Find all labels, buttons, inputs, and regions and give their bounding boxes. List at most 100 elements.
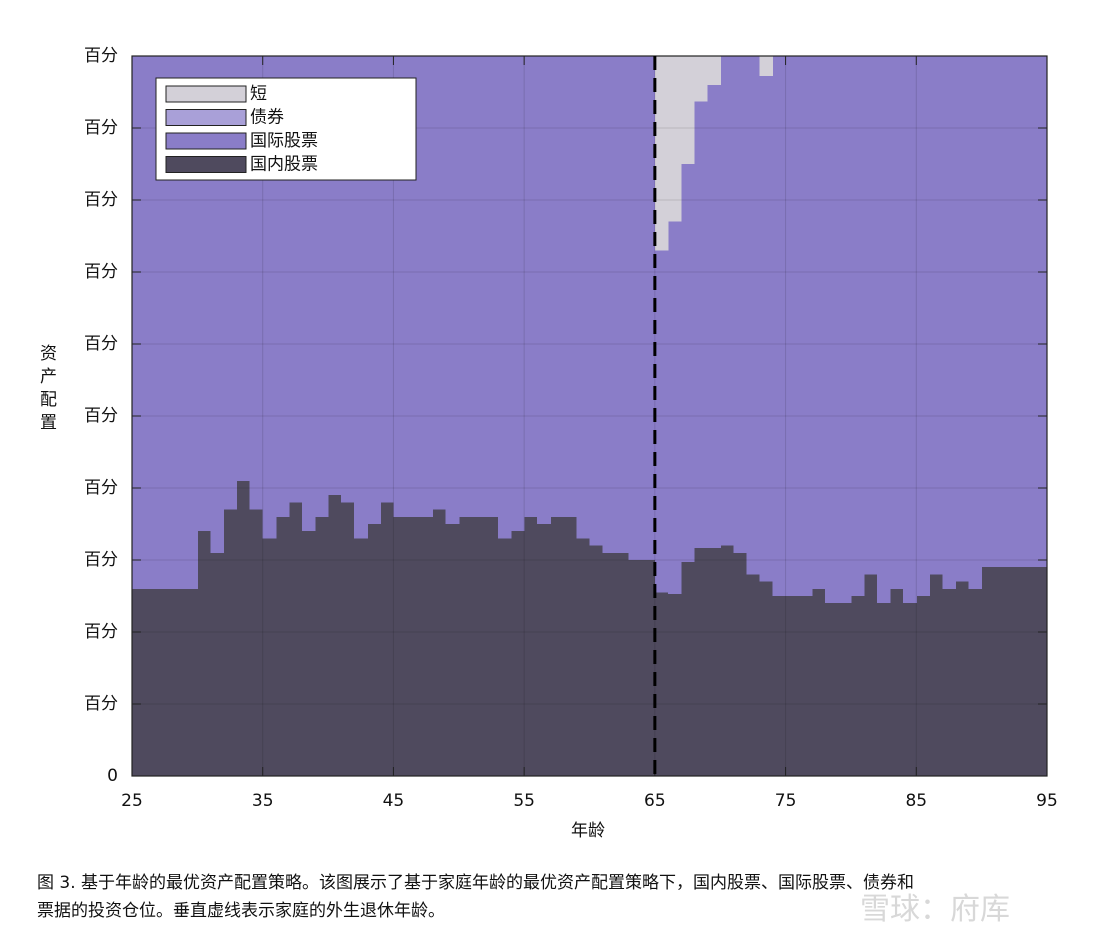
legend-label: 国际股票 [250,131,318,151]
area-step [171,588,185,776]
area-step [315,516,329,776]
area-step [694,101,708,548]
area-step [158,56,172,589]
area-step [550,56,564,517]
area-step [1020,567,1035,776]
area-step [197,531,212,776]
area-step [354,538,368,776]
area-step [589,56,604,546]
area-step [681,164,695,563]
y-tick-label: 百分 [84,478,118,498]
area-step [484,56,499,517]
area-step [393,516,408,776]
area-step [798,596,813,776]
area-step [301,531,316,776]
area-step [145,56,159,589]
y-tick-label: 百分 [84,406,118,426]
legend-swatch [165,109,247,126]
area-step [981,56,996,568]
area-step [707,84,721,548]
area-step [929,56,944,575]
legend-swatch [165,132,247,150]
area-step [432,56,447,510]
area-step [824,603,839,776]
area-step [850,596,865,776]
area-step [903,603,917,776]
area-step [641,560,656,776]
area-step [681,56,695,164]
area-step [759,581,774,776]
area-step [654,56,669,251]
area-step [968,588,983,776]
area-step [785,56,800,596]
y-tick-label: 百分 [84,190,118,210]
area-step [903,56,917,604]
area-step [419,516,434,776]
area-step [994,56,1009,568]
area-step [262,538,277,776]
area-step [171,56,185,589]
area-step [772,596,787,776]
area-step [877,56,891,604]
area-step [458,516,473,776]
area-step [641,56,656,560]
area-step [328,495,342,776]
y-tick-label: 百分 [84,622,118,642]
y-tick-label: 0 [107,766,118,786]
area-step [1033,56,1048,568]
area-step [955,56,970,582]
area-step [707,56,721,85]
area-step [145,588,159,776]
legend-swatch [165,85,247,103]
area-step [772,56,787,596]
legend-label: 国内股票 [250,155,318,175]
area-step [981,567,996,776]
area-step [720,545,734,776]
area-step [445,524,460,776]
y-tick-label: 百分 [84,46,118,66]
plot-frame [131,55,1048,777]
area-step [929,574,944,776]
y-tick-label: 百分 [84,694,118,714]
area-step [563,516,578,776]
area-step [733,56,747,553]
legend-label: 债券 [250,108,284,128]
area-step [419,56,434,517]
area-step [850,56,865,596]
area-step [563,56,578,517]
area-step [837,603,852,776]
area-step [615,552,630,776]
area-step [498,538,512,776]
area-step [236,480,251,776]
area-step [785,596,800,776]
area-step [1033,567,1048,776]
area-step [184,56,198,589]
x-tick-label: 75 [775,791,797,811]
area-step [942,56,957,589]
plot-area [132,56,1048,776]
area-step [942,588,957,776]
area-step [811,588,826,776]
area-step [524,516,538,776]
area-step [890,588,904,776]
x-tick-label: 25 [121,791,143,811]
area-step [511,531,525,776]
legend-label: 短 [250,84,267,104]
area-step [367,524,381,776]
area-step [602,56,617,553]
area-step [537,524,551,776]
area-step [667,593,682,776]
caption-line: 票据的投资仓位。垂直虚线表示家庭的外生退休年龄。 [37,901,445,921]
area-step [968,56,983,589]
x-tick-label: 55 [513,791,535,811]
area-step [445,56,460,524]
area-step [158,588,172,776]
area-step [707,547,721,776]
area-step [1020,56,1035,568]
area-step [602,552,617,776]
area-step [471,516,486,776]
area-step [864,574,878,776]
y-tick-label: 百分 [84,262,118,282]
area-step [615,56,630,553]
area-step [824,56,839,604]
